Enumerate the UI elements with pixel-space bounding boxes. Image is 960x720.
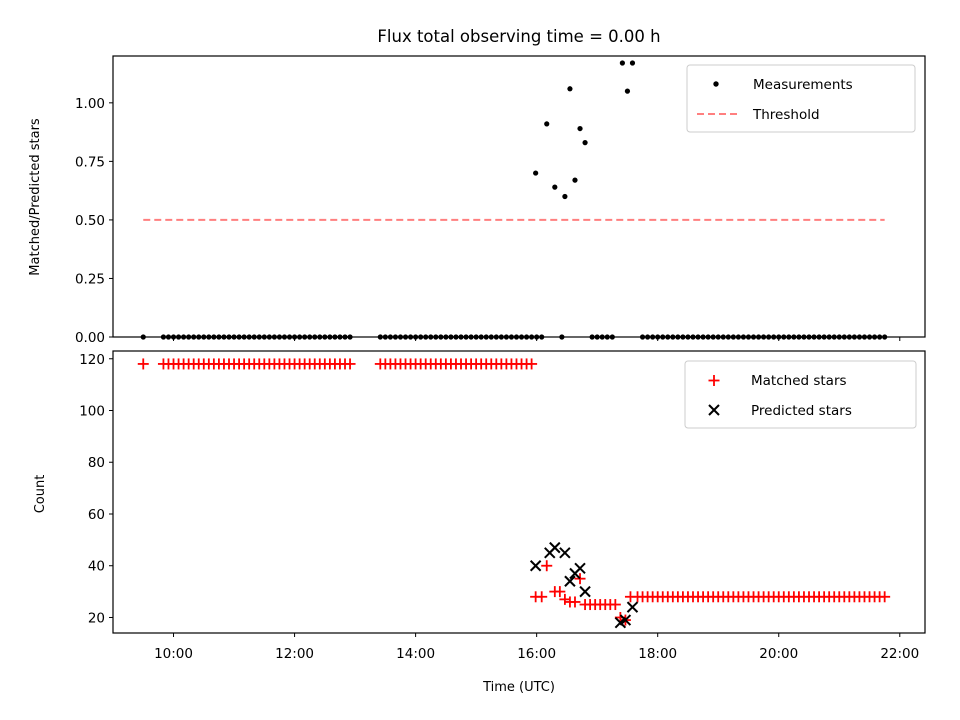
predicted-star-point xyxy=(626,601,639,613)
predicted-star-point xyxy=(529,560,542,572)
measurement-point xyxy=(577,125,583,132)
top-ytick-label: 0.75 xyxy=(75,154,105,170)
bottom-ytick-label: 100 xyxy=(79,404,105,420)
legend-predicted-label: Predicted stars xyxy=(751,403,852,419)
measurement-point xyxy=(629,60,636,66)
measurement-point xyxy=(533,170,539,176)
matched-star-point xyxy=(574,573,586,585)
top-axes-frame xyxy=(112,55,926,338)
bottom-ytick-label: 40 xyxy=(88,559,105,575)
measurement-point xyxy=(572,177,578,183)
legend-measurements-label: Measurements xyxy=(753,77,853,93)
matched-star-point xyxy=(137,358,149,370)
bottom-panel: 20 40 60 80 100 120 10:00 12:00 14:00 16:00 18:00 2… xyxy=(33,350,926,695)
predicted-star-point xyxy=(574,562,586,575)
top-legend-box xyxy=(686,64,916,133)
bottom-xlabel: Time (UTC) xyxy=(482,680,555,695)
matched-star-point xyxy=(554,586,566,598)
top-ytick-label: 1.00 xyxy=(75,96,105,112)
top-ytick-label: 0.00 xyxy=(75,330,105,346)
legend-predicted-marker xyxy=(708,404,720,416)
bottom-xtick-label: 22:00 xyxy=(880,646,919,662)
bottom-ytick-label: 20 xyxy=(88,610,105,626)
bottom-legend: Matched stars Predicted stars xyxy=(684,360,917,429)
predicted-star-point xyxy=(559,547,571,559)
measurement-point xyxy=(582,140,588,146)
legend-matched-marker xyxy=(708,375,720,386)
predicted-star-point xyxy=(564,575,576,587)
bottom-ylabel: Count xyxy=(33,475,48,514)
top-panel: 0.00 0.25 0.50 0.75 1.00 Matched/Predicted s… xyxy=(28,55,926,346)
predicted-star-point xyxy=(619,614,632,626)
matched-star-point xyxy=(536,591,548,603)
bottom-xtick-label: 10:00 xyxy=(154,646,193,662)
measurement-point xyxy=(562,193,568,200)
matched-star-point xyxy=(559,593,571,605)
measurement-point xyxy=(619,60,625,66)
bottom-xtick-label: 16:00 xyxy=(517,646,556,662)
bottom-xtick-label: 18:00 xyxy=(638,646,677,662)
legend-measurements-marker xyxy=(713,81,719,87)
matched-star-point xyxy=(609,599,621,611)
matched-star-point xyxy=(526,358,538,370)
matched-star-point xyxy=(344,358,356,370)
top-ytick-label: 0.25 xyxy=(75,271,105,287)
bottom-xtick-label: 14:00 xyxy=(396,646,435,662)
bottom-xtick-label: 20:00 xyxy=(759,646,798,662)
measurement-point xyxy=(624,88,631,94)
bottom-legend-box xyxy=(684,360,917,429)
measurement-point xyxy=(567,86,573,92)
bottom-ytick-label: 80 xyxy=(88,455,105,471)
predicted-star-point xyxy=(579,585,591,598)
bottom-ytick-label: 60 xyxy=(88,507,105,523)
chart-title: Flux total observing time = 0.00 h xyxy=(377,27,660,46)
matched-star-point xyxy=(541,560,553,572)
top-legend: Measurements Threshold xyxy=(686,64,916,133)
measurement-point xyxy=(544,121,550,127)
bottom-ytick-label: 120 xyxy=(79,352,105,368)
top-ytick-label: 0.50 xyxy=(75,213,105,229)
bottom-axes-frame xyxy=(112,350,926,634)
bottom-xtick-label: 12:00 xyxy=(275,646,314,662)
top-ylabel: Matched/Predicted stars xyxy=(28,118,43,276)
matched-star-point xyxy=(569,596,581,608)
predicted-star-point xyxy=(549,541,561,554)
measurement-point xyxy=(552,184,558,190)
legend-threshold-label: Threshold xyxy=(752,107,820,123)
legend-matched-label: Matched stars xyxy=(751,373,847,389)
matched-star-point xyxy=(879,591,891,603)
